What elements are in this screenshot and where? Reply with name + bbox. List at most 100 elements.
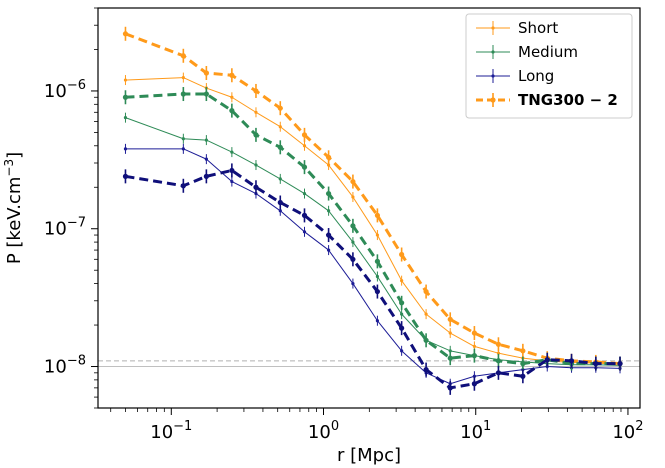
- data-point: [496, 351, 501, 355]
- data-point: [351, 240, 355, 244]
- data-point: [229, 72, 235, 78]
- data-point: [350, 256, 356, 262]
- data-point: [230, 95, 234, 99]
- data-point: [230, 179, 234, 184]
- data-point: [302, 144, 307, 148]
- y-tick-label: 10−7: [44, 216, 86, 240]
- x-tick-label: 100: [308, 419, 339, 443]
- data-point: [423, 366, 429, 373]
- data-point: [424, 312, 428, 316]
- y-tick-label-exponent: −6: [67, 78, 86, 93]
- data-point: [568, 358, 575, 364]
- series-tng-5: [122, 163, 623, 395]
- series-line: [125, 168, 621, 390]
- data-point: [123, 116, 128, 120]
- data-point: [374, 258, 381, 264]
- x-axis-label: r [Mpc]: [337, 445, 401, 466]
- legend-label: Medium: [518, 43, 578, 61]
- x-tick-label-exponent: 1: [483, 419, 491, 434]
- y-tick-label-base: 10: [44, 357, 67, 378]
- data-point: [423, 337, 429, 343]
- data-point: [472, 374, 476, 378]
- data-point: [277, 105, 283, 111]
- series-line: [125, 117, 621, 366]
- legend-label: Long: [518, 67, 554, 85]
- data-point: [350, 178, 356, 185]
- data-point: [229, 167, 235, 174]
- data-point: [302, 230, 307, 234]
- data-point: [471, 381, 477, 387]
- data-point: [203, 91, 209, 97]
- data-point: [180, 53, 186, 59]
- data-point: [254, 163, 258, 167]
- data-point: [203, 70, 209, 76]
- data-point: [122, 94, 129, 100]
- data-point: [399, 325, 405, 331]
- data-point: [374, 212, 381, 218]
- data-point: [253, 132, 259, 138]
- data-point: [278, 209, 282, 213]
- data-point: [277, 199, 283, 206]
- data-point: [593, 361, 599, 367]
- data-point: [325, 190, 332, 197]
- y-axis-label-main: P [keV.cm: [4, 177, 25, 265]
- data-point: [325, 232, 332, 238]
- data-point: [326, 248, 331, 252]
- data-point: [448, 331, 452, 335]
- data-point: [181, 76, 185, 80]
- legend-label: Short: [518, 19, 558, 37]
- y-axis-label: P [keV.cm−3]: [2, 152, 25, 264]
- series-line: [125, 148, 621, 385]
- y-axis-label-close: ]: [4, 152, 25, 159]
- data-point: [375, 319, 380, 323]
- data-point: [253, 88, 259, 94]
- legend-swatch-marker: [491, 26, 495, 30]
- legend-label: TNG300 − 2: [518, 91, 618, 109]
- data-point: [495, 370, 502, 376]
- data-point: [375, 233, 380, 237]
- y-tick-label-exponent: −8: [67, 354, 86, 369]
- data-point: [351, 281, 355, 286]
- data-point: [204, 157, 208, 161]
- data-point: [301, 212, 308, 218]
- data-point: [544, 357, 550, 363]
- y-axis-label-exponent: −3: [2, 159, 16, 177]
- data-point: [471, 353, 477, 359]
- legend-box: [465, 13, 633, 119]
- data-point: [374, 288, 381, 295]
- x-tick-label: 102: [612, 419, 643, 443]
- data-point: [229, 108, 235, 114]
- data-point: [399, 251, 405, 258]
- data-point: [203, 173, 209, 179]
- data-point: [472, 344, 476, 348]
- y-tick-label: 10−6: [44, 78, 86, 102]
- series-line: [125, 77, 621, 365]
- data-point: [447, 316, 453, 322]
- y-tick-label-base: 10: [44, 219, 67, 240]
- data-point: [400, 279, 404, 283]
- y-tick-label-exponent: −7: [67, 216, 86, 231]
- data-point: [123, 78, 128, 82]
- data-point: [278, 125, 282, 129]
- data-point: [325, 154, 332, 160]
- data-point: [520, 348, 526, 354]
- x-tick-label-exponent: 0: [331, 419, 339, 434]
- x-tick-label-exponent: 2: [635, 419, 643, 434]
- y-axis-ticks: 10−810−710−6: [44, 7, 98, 409]
- x-axis-ticks: 10−1 100 101 102: [110, 408, 644, 443]
- x-tick-label: 10−1: [150, 419, 192, 443]
- data-point: [520, 361, 526, 367]
- data-point: [123, 147, 128, 151]
- data-point: [326, 209, 331, 213]
- data-point: [617, 361, 623, 367]
- data-point: [278, 177, 282, 181]
- series-line: [124, 32, 621, 366]
- x-tick-label-base: 10: [612, 422, 635, 443]
- series-medium: [123, 112, 622, 371]
- data-point: [230, 150, 234, 154]
- legend-swatch-marker: [491, 74, 495, 78]
- data-point: [400, 349, 404, 353]
- x-tick-label-exponent: −1: [173, 419, 192, 434]
- x-tick-label-base: 10: [150, 422, 173, 443]
- x-tick-label-base: 10: [308, 422, 331, 443]
